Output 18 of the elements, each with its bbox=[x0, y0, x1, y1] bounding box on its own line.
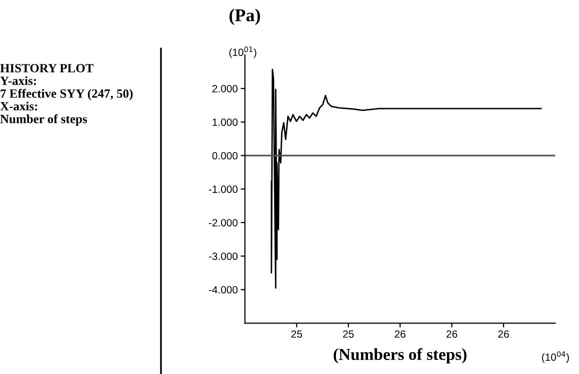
y-tick-label: 2.000 bbox=[212, 85, 238, 92]
line-series bbox=[270, 68, 542, 289]
x-tick-label: 26 bbox=[446, 330, 458, 338]
y-tick-label: -2.000 bbox=[208, 219, 238, 226]
y-tick-label: -4.000 bbox=[208, 286, 238, 294]
y-tick-label: -1.000 bbox=[208, 186, 238, 193]
text: (10$^{04}$) bbox=[542, 351, 569, 363]
x-tick-label: 25 bbox=[343, 330, 354, 338]
x-tick-label: 26 bbox=[498, 330, 509, 338]
x-tick-label: 26 bbox=[394, 330, 406, 338]
y-axis-title: (Pa) bbox=[230, 8, 260, 26]
y-tick-label: 1.000 bbox=[212, 118, 238, 126]
text: HISTORY PLOT Y-axis: 7 Effective SYY (247, 50) X-axis: Number of steps bbox=[0, 64, 133, 126]
annotation: (10$^{01}$) bbox=[229, 46, 256, 58]
x-tick-label: 25 bbox=[291, 330, 302, 338]
x-axis-title: (Numbers of steps) bbox=[334, 348, 466, 364]
y-tick-label: -3.000 bbox=[208, 252, 238, 260]
y-tick-label: 0.000 bbox=[212, 152, 238, 160]
